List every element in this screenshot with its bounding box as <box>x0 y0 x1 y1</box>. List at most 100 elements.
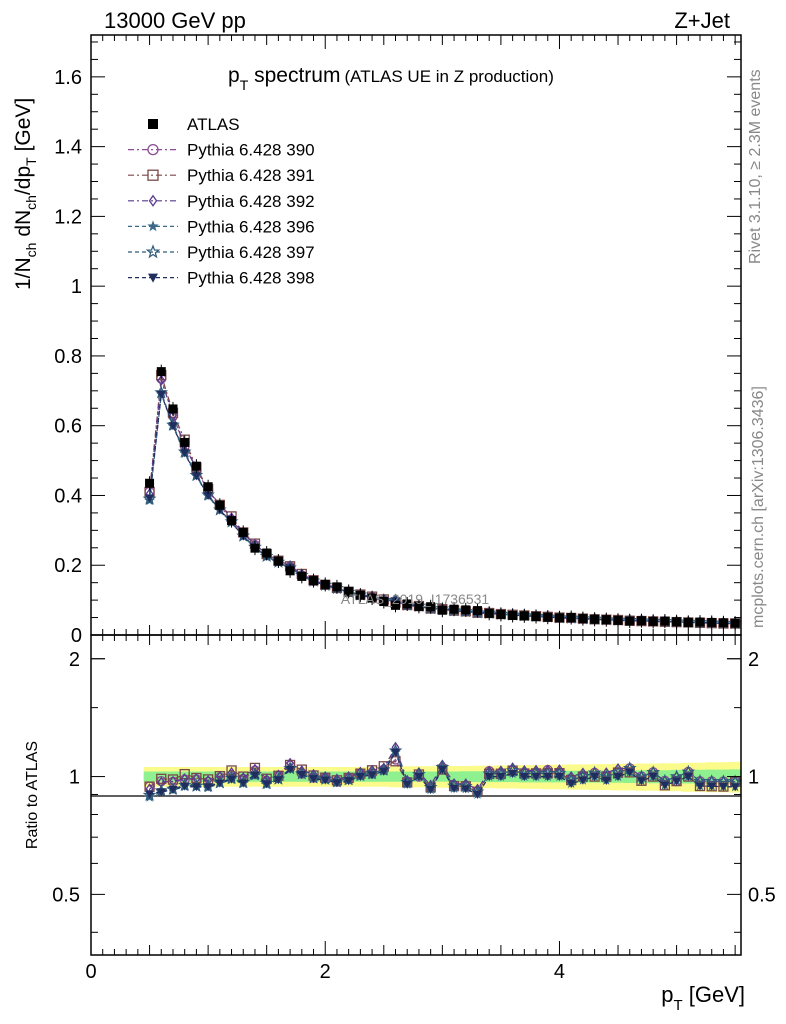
data-point <box>191 461 201 471</box>
series-6-ratio-point <box>180 782 190 791</box>
series-6-ratio-point <box>484 772 494 782</box>
series-6-ratio-point <box>156 788 166 797</box>
y-label-upper: 1/Nch dNch/dpT [GeV] <box>12 98 39 290</box>
x-tick-label: 4 <box>554 961 565 983</box>
series-6-ratio-point <box>519 772 529 782</box>
series-6-ratio-point <box>730 783 740 792</box>
data-point <box>695 617 705 627</box>
data-point <box>320 579 330 589</box>
data-point <box>203 482 213 492</box>
series-6-ratio-point <box>250 771 260 780</box>
series-6-ratio-point <box>355 772 365 782</box>
data-point <box>156 367 166 377</box>
data-point <box>414 601 424 611</box>
y-tick-label: 1.6 <box>54 67 82 89</box>
data-point <box>672 617 682 627</box>
data-point <box>707 617 717 627</box>
y-label-lower: Ratio to ATLAS <box>24 741 41 849</box>
data-point <box>344 586 354 596</box>
series-3-line <box>149 380 736 625</box>
series-6-ratio-point <box>203 783 213 792</box>
y-tick-label: 0.6 <box>54 416 82 438</box>
series-6-ratio-point <box>402 780 412 789</box>
data-point <box>578 614 588 624</box>
title-rest: spectrum <box>248 64 340 87</box>
ratio-tick-label-left: 0.5 <box>52 884 80 906</box>
data-point <box>285 566 295 576</box>
title-main: p <box>228 64 240 87</box>
series-6-ratio-point <box>215 779 225 788</box>
x-tick-label: 2 <box>320 961 331 983</box>
series-6-ratio-point <box>437 765 447 775</box>
y-tick-label: 0.8 <box>54 346 82 368</box>
series-6-ratio-point <box>566 779 576 789</box>
ratio-tick-label-left: 2 <box>69 649 80 671</box>
legend-marker <box>148 273 158 283</box>
data-point <box>531 612 541 622</box>
data-point <box>309 576 319 586</box>
series-6-ratio-point <box>508 769 518 779</box>
data-point <box>367 593 377 603</box>
y-tick-label: 1.2 <box>54 206 82 228</box>
legend-label: Pythia 6.428 390 <box>187 141 315 160</box>
series-6-ratio-point <box>332 779 342 788</box>
legend-marker <box>148 194 158 207</box>
data-point <box>660 616 670 626</box>
series-6-ratio-point <box>414 772 424 782</box>
series-6-ratio-point <box>695 782 705 791</box>
data-point <box>250 543 260 553</box>
series-6-point <box>168 422 178 431</box>
data-point <box>355 590 365 600</box>
process-label: Z+Jet <box>674 8 730 33</box>
lower-series-layer <box>142 741 743 802</box>
data-point <box>461 605 471 615</box>
series-6-point <box>145 494 155 503</box>
series-3-point <box>157 374 166 386</box>
data-point <box>625 616 635 626</box>
legend-marker <box>148 119 158 129</box>
analysis-watermark: ATLAS_2019_I1736531 <box>341 591 490 607</box>
data-point <box>402 599 412 609</box>
series-6-ratio-point <box>590 772 600 782</box>
chart-title: pT spectrum (ATLAS UE in Z production) <box>228 64 554 93</box>
x-tick-label: 0 <box>85 961 96 983</box>
series-6-ratio-point <box>168 786 178 795</box>
y-tick-label: 0 <box>71 625 82 647</box>
ratio-tick-label-left: 1 <box>69 767 80 789</box>
series-6-ratio-point <box>238 779 248 788</box>
series-6-ratio-point <box>320 776 330 785</box>
legend: ATLAS Pythia 6.428 390 Pythia 6.428 391 Pyt… <box>128 115 315 288</box>
series-6-ratio-point <box>426 786 436 795</box>
y-tick-label: 0.4 <box>54 485 82 507</box>
series-6-ratio-point <box>683 772 693 782</box>
upper-panel <box>142 364 743 631</box>
legend-marker <box>145 244 161 259</box>
data-point <box>648 616 658 626</box>
data-point <box>718 618 728 628</box>
series-6-ratio-point <box>554 772 564 782</box>
legend-label: Pythia 6.428 396 <box>187 217 315 236</box>
data-point <box>472 606 482 616</box>
series-6-ratio-point <box>191 783 201 792</box>
series-6-ratio-point <box>344 777 354 786</box>
xlabel-sub: T <box>673 997 682 1014</box>
data-point <box>180 437 190 447</box>
data-point <box>437 605 447 615</box>
rivet-label: Rivet 3.1.10, ≥ 2.3M events <box>747 69 764 264</box>
series-6-ratio-point <box>625 768 635 777</box>
series-4-line <box>149 394 736 625</box>
data-point <box>332 582 342 592</box>
series-6-line <box>149 394 736 625</box>
series-6-ratio-point <box>285 765 295 774</box>
data-point <box>379 597 389 607</box>
xlabel-rest: [GeV] <box>683 982 745 1007</box>
data-point <box>262 548 272 558</box>
mcplots-label: mcplots.cern.ch [arXiv:1306.3436] <box>750 386 767 628</box>
series-2-ratio-point <box>156 773 167 784</box>
lower-frame <box>90 634 742 956</box>
series-6-ratio-point <box>472 790 482 799</box>
data-point <box>297 571 307 581</box>
data-point <box>145 478 155 488</box>
series-6-ratio-point <box>543 772 553 782</box>
xlabel-main: p <box>661 982 673 1007</box>
